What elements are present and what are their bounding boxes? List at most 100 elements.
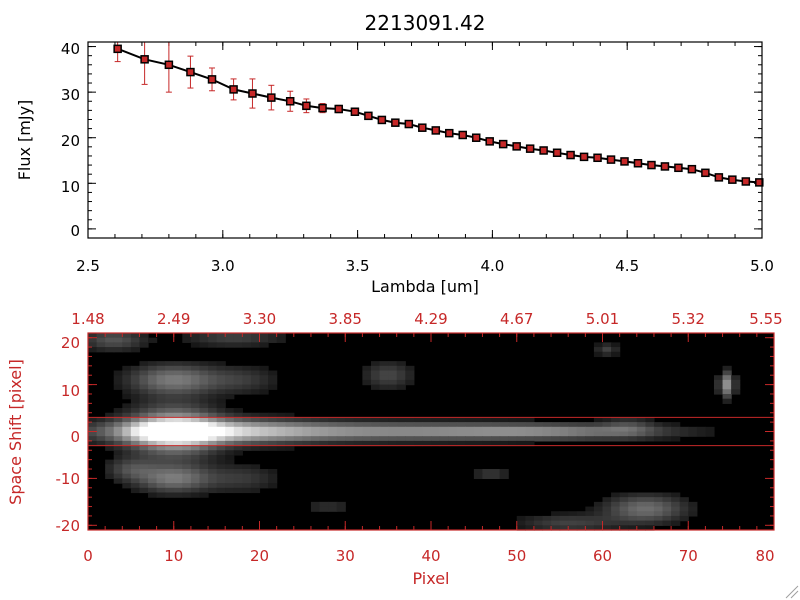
heatmap-cell xyxy=(225,464,235,470)
heatmap-cell xyxy=(208,403,218,409)
heatmap-cell xyxy=(388,375,398,381)
heatmap-cell xyxy=(508,431,518,437)
heatmap-cell xyxy=(182,445,192,451)
heatmap-cell xyxy=(190,412,201,419)
data-point-marker xyxy=(377,115,387,125)
heatmap-cell xyxy=(165,478,175,484)
heatmap-cell xyxy=(122,464,132,470)
heatmap-cell xyxy=(482,436,492,442)
heatmap-cell xyxy=(182,337,192,343)
heatmap-cell xyxy=(190,384,201,390)
heatmap-cell xyxy=(216,436,226,442)
heatmap-cell xyxy=(276,436,286,442)
heatmap-cell xyxy=(233,431,243,437)
heatmap-cell xyxy=(628,511,638,517)
heatmap-cell xyxy=(199,398,209,404)
heatmap-cell xyxy=(439,436,449,442)
heatmap-cell xyxy=(130,333,141,339)
heatmap-cell xyxy=(122,393,132,400)
heatmap-cell xyxy=(190,431,201,437)
heatmap-cell xyxy=(482,440,492,447)
heatmap-cell xyxy=(456,417,466,423)
heatmap-cell xyxy=(516,436,526,442)
heatmap-cell xyxy=(268,379,278,386)
y-tick-label: 40 xyxy=(61,40,80,58)
heatmap-cell xyxy=(422,422,432,428)
heatmap-cell xyxy=(336,436,346,442)
heatmap-cell xyxy=(628,515,638,522)
heatmap-cell xyxy=(233,436,243,442)
data-point-marker xyxy=(431,126,441,135)
heatmap-cell xyxy=(345,440,355,447)
top-axis-tick-label: 3.30 xyxy=(243,310,276,328)
heatmap-cell xyxy=(370,422,381,428)
heatmap-cell xyxy=(130,370,141,376)
heatmap-cell xyxy=(199,440,209,447)
heatmap-cell xyxy=(593,342,604,348)
data-point-marker xyxy=(334,104,343,114)
heatmap-cell xyxy=(122,365,132,372)
heatmap-cell xyxy=(370,379,381,386)
heatmap-cell xyxy=(130,445,141,451)
resize-grip-icon[interactable] xyxy=(785,585,799,599)
data-point-marker xyxy=(186,67,195,77)
heatmap-cell xyxy=(482,426,492,433)
heatmap-cell xyxy=(199,333,209,339)
heatmap-cell xyxy=(242,375,252,381)
heatmap-cell xyxy=(645,525,655,531)
heatmap-cell xyxy=(165,393,175,400)
heatmap-cell xyxy=(156,431,166,437)
heatmap-cell xyxy=(199,365,209,372)
heatmap-cell xyxy=(165,398,175,404)
heatmap-cell xyxy=(611,511,621,517)
heatmap-cell xyxy=(216,426,226,433)
heatmap-cell xyxy=(465,440,475,447)
heatmap-cell xyxy=(225,365,235,372)
heatmap-cell xyxy=(156,454,166,461)
heatmap-cell xyxy=(233,469,243,475)
heatmap-cell xyxy=(105,445,115,451)
heatmap-cell xyxy=(165,379,175,386)
heatmap-cell xyxy=(250,440,261,447)
heatmap-cell xyxy=(533,525,544,531)
heatmap-cell xyxy=(233,417,243,423)
y-tick-label: 0 xyxy=(70,428,80,446)
heatmap-cell xyxy=(190,445,201,451)
data-point-marker xyxy=(164,60,174,70)
heatmap-cell xyxy=(379,431,389,437)
heatmap-cell xyxy=(396,379,406,386)
heatmap-cell xyxy=(225,333,235,339)
heatmap-cell xyxy=(259,417,269,423)
heatmap-cell xyxy=(225,440,235,447)
heatmap-cell xyxy=(268,440,278,447)
heatmap-cell xyxy=(268,417,278,423)
heatmap-cell xyxy=(619,520,629,526)
heatmap-cell xyxy=(722,389,732,395)
heatmap-cell xyxy=(319,506,329,512)
heatmap-cell xyxy=(448,417,458,423)
heatmap-cell xyxy=(156,450,166,456)
heatmap-cell xyxy=(250,464,261,470)
heatmap-cell xyxy=(242,487,252,494)
heatmap-cell xyxy=(139,333,149,339)
heatmap-cell xyxy=(165,440,175,447)
heatmap-cell xyxy=(156,459,166,465)
heatmap-cell xyxy=(319,422,329,428)
heatmap-cell xyxy=(388,436,398,442)
data-point-marker xyxy=(207,75,217,84)
heatmap-cell xyxy=(276,431,286,437)
heatmap-cell xyxy=(242,469,252,475)
heatmap-cell xyxy=(130,379,141,386)
heatmap-cell xyxy=(88,333,98,339)
heatmap-cell xyxy=(199,384,209,390)
heatmap-cell xyxy=(122,384,132,390)
heatmap-cell xyxy=(370,375,381,381)
heatmap-cell xyxy=(499,426,509,433)
heatmap-cell xyxy=(568,431,578,437)
heatmap-cell xyxy=(345,436,355,442)
heatmap-cell xyxy=(173,379,183,386)
heatmap-cell xyxy=(413,417,424,423)
heatmap-cell xyxy=(388,370,398,376)
heatmap-cell xyxy=(362,370,372,376)
heatmap-cell xyxy=(96,333,106,339)
